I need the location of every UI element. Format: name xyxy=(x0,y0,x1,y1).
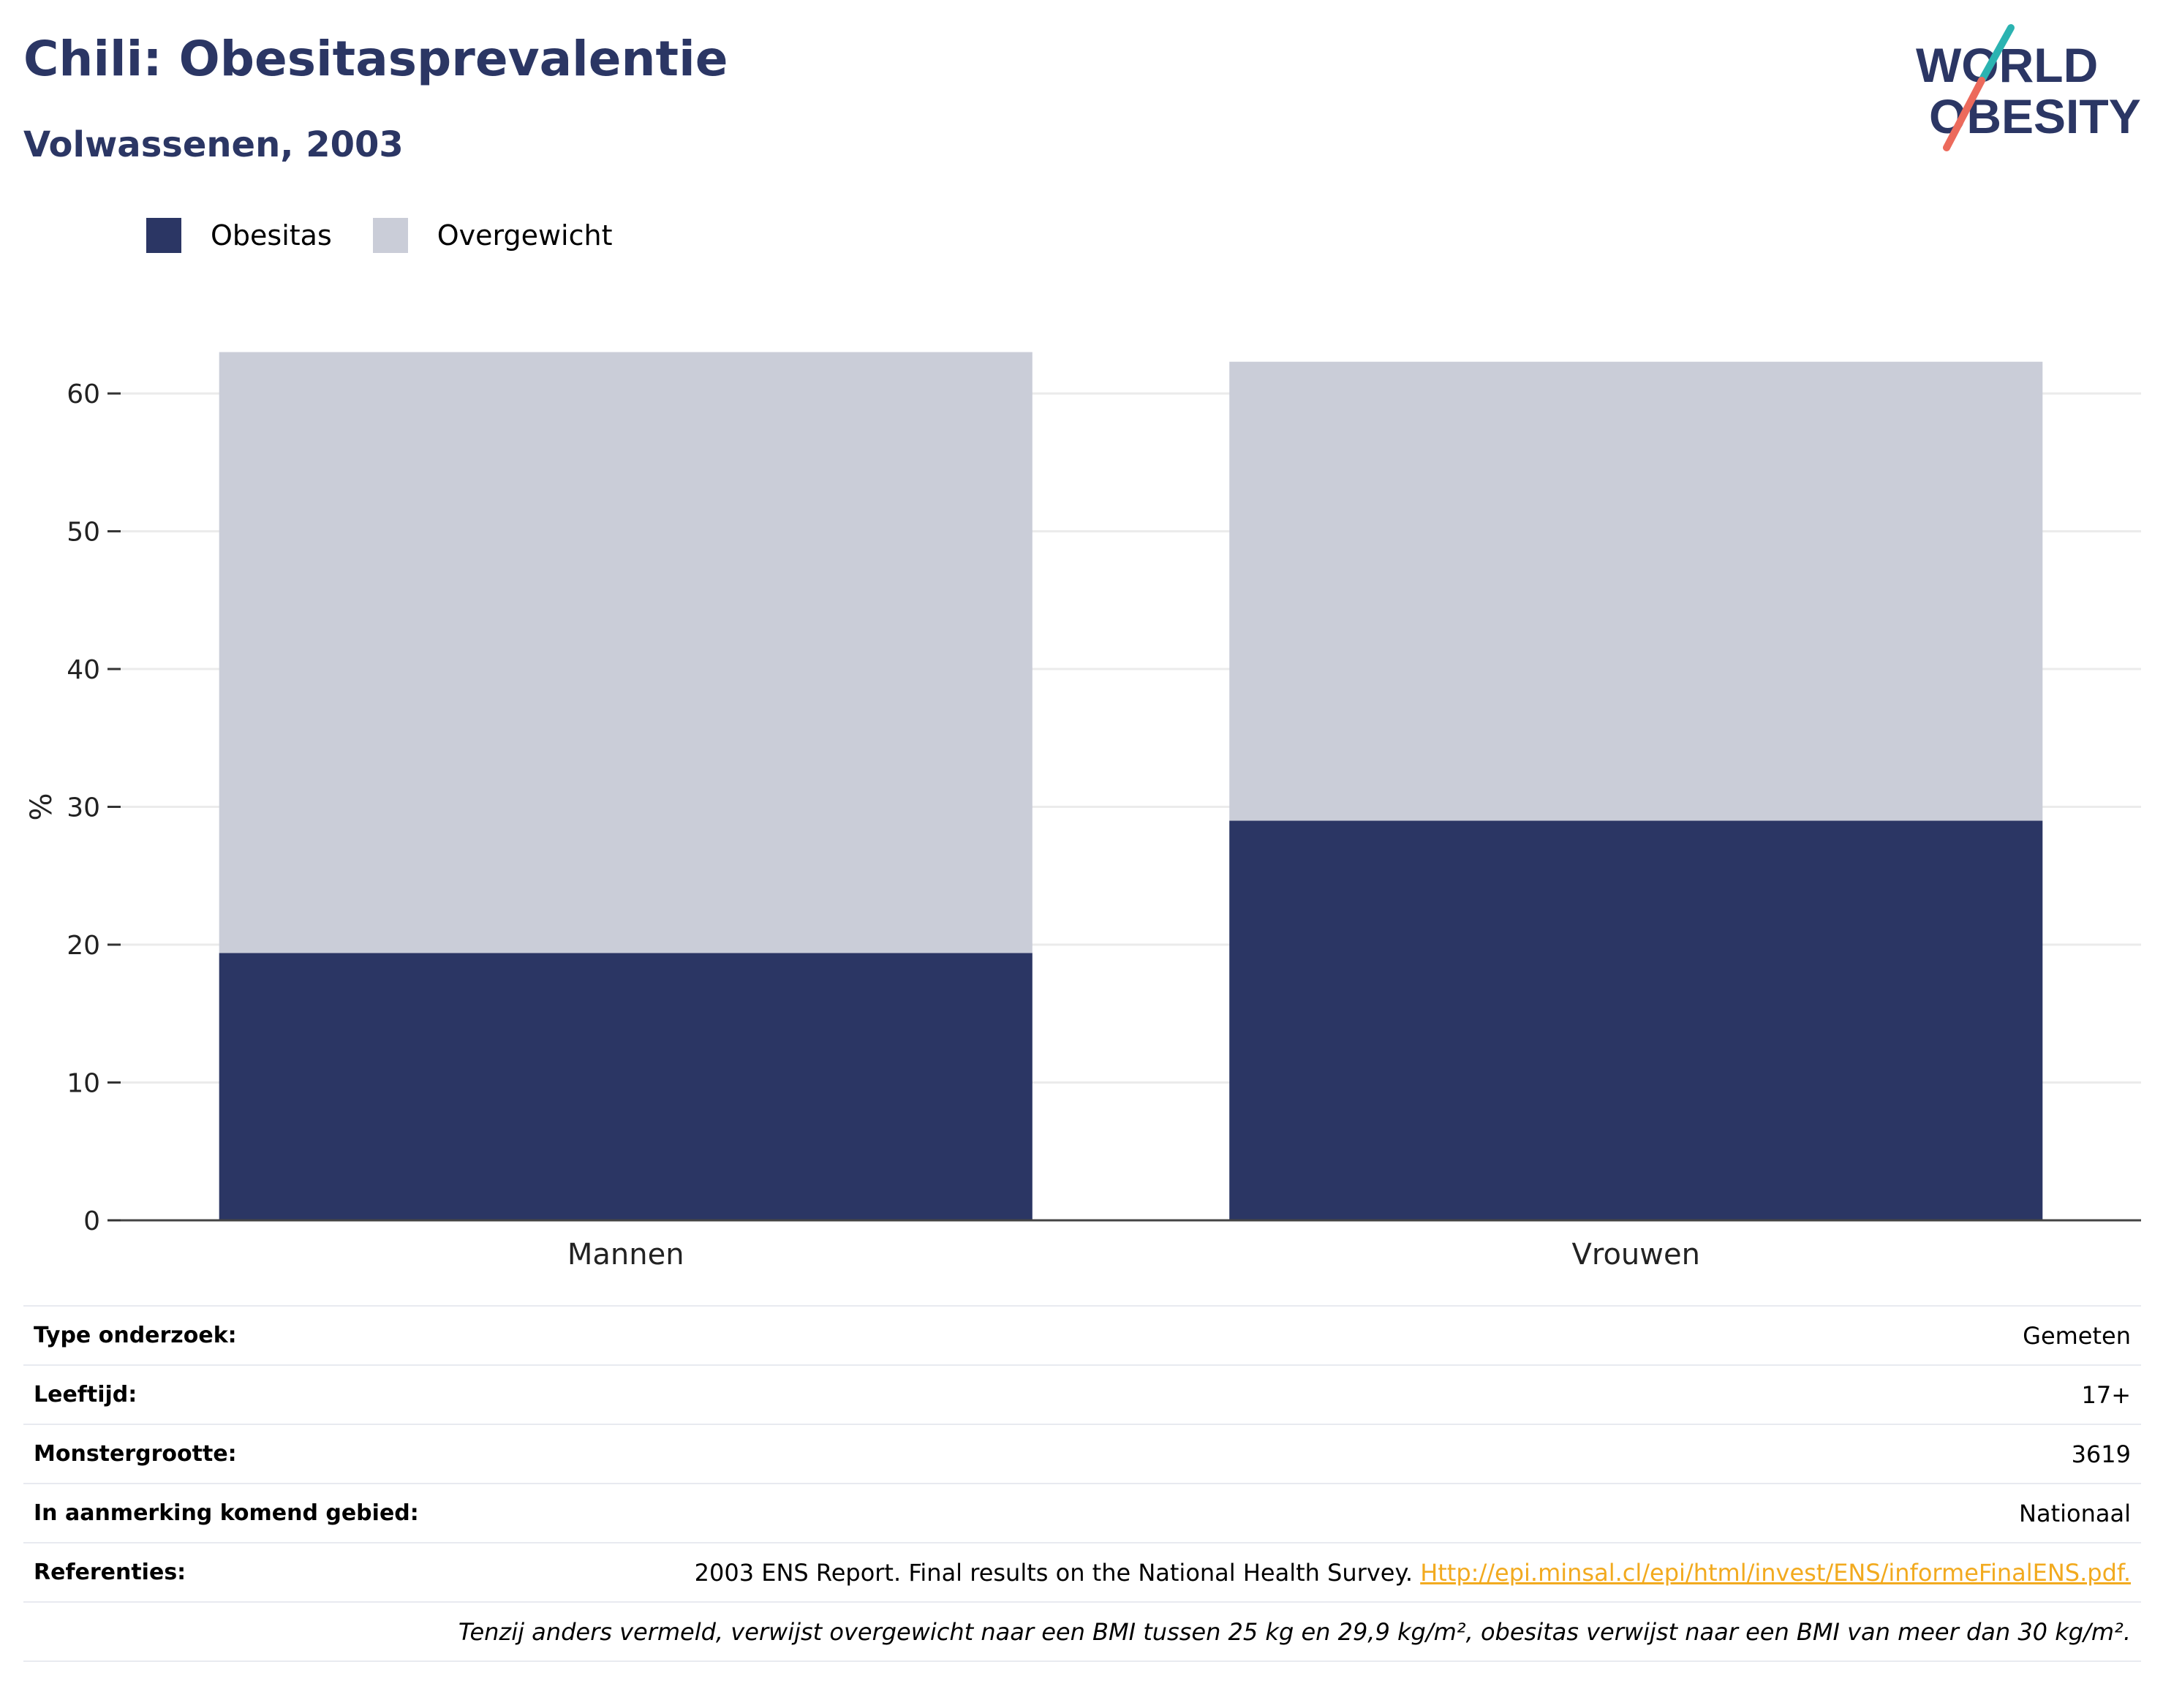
y-axis-label: % xyxy=(25,793,58,821)
bar-obesitas-mannen xyxy=(219,953,1033,1220)
info-value: 17+ xyxy=(2081,1380,2131,1409)
bar-overgewicht-mannen xyxy=(219,352,1033,953)
y-tick-label: 50 xyxy=(67,518,100,548)
reference-link[interactable]: Http://epi.minsal.cl/epi/html/invest/ENS… xyxy=(1420,1558,2131,1587)
x-tick-label: Vrouwen xyxy=(1572,1238,1700,1271)
info-row-sample-size: Monstergrootte: 3619 xyxy=(23,1424,2141,1484)
survey-info-table: Type onderzoek: Gemeten Leeftijd: 17+ Mo… xyxy=(23,1305,2141,1662)
legend-swatch-obesitas xyxy=(146,218,181,253)
y-tick-label: 40 xyxy=(67,655,100,685)
info-row-references: Referenties: 2003 ENS Report. Final resu… xyxy=(23,1543,2141,1602)
world-obesity-logo: WORLD OBESITY xyxy=(1916,24,2141,151)
info-label: In aanmerking komend gebied: xyxy=(34,1500,419,1526)
y-tick-label: 30 xyxy=(67,793,100,823)
definition-note: Tenzij anders vermeld, verwijst overgewi… xyxy=(458,1617,2131,1646)
info-row-note: Tenzij anders vermeld, verwijst overgewi… xyxy=(23,1602,2141,1661)
chart-subtitle: Volwassenen, 2003 xyxy=(23,124,404,165)
info-value: 3619 xyxy=(2071,1440,2131,1468)
chart-title: Chili: Obesitasprevalentie xyxy=(23,31,728,87)
legend-item-obesitas[interactable]: Obesitas xyxy=(146,218,332,253)
x-tick-label: Mannen xyxy=(567,1238,684,1271)
logo-slash-teal xyxy=(1978,24,2015,84)
y-tick-label: 0 xyxy=(83,1206,100,1236)
info-value-references: 2003 ENS Report. Final results on the Na… xyxy=(478,1543,2141,1602)
bar-obesitas-vrouwen xyxy=(1229,820,2043,1220)
bar-overgewicht-vrouwen xyxy=(1229,361,2043,821)
chart-legend: Obesitas Overgewicht xyxy=(146,218,654,253)
info-row-age: Leeftijd: 17+ xyxy=(23,1365,2141,1424)
logo-slash-coral xyxy=(1943,77,1985,151)
legend-swatch-overgewicht xyxy=(372,218,408,253)
legend-item-overgewicht[interactable]: Overgewicht xyxy=(372,218,613,253)
info-value: Nationaal xyxy=(2019,1499,2131,1527)
legend-label-obesitas: Obesitas xyxy=(211,219,332,252)
info-label: Monstergrootte: xyxy=(34,1441,237,1467)
info-row-type: Type onderzoek: Gemeten xyxy=(23,1306,2141,1365)
y-tick-label: 10 xyxy=(67,1069,100,1099)
stacked-bar-chart: 0 10 20 30 40 50 60% Mannen Vrouwen xyxy=(25,352,2141,1271)
legend-label-overgewicht: Overgewicht xyxy=(437,219,613,252)
logo-line1: WORLD xyxy=(1916,38,2098,92)
info-value: Gemeten xyxy=(2023,1321,2131,1350)
reference-text: 2003 ENS Report. Final results on the Na… xyxy=(694,1558,1421,1587)
info-label: Referenties: xyxy=(34,1560,186,1585)
y-tick-label: 20 xyxy=(67,931,100,961)
info-row-area: In aanmerking komend gebied: Nationaal xyxy=(23,1484,2141,1543)
y-tick-label: 60 xyxy=(67,379,100,409)
info-label: Leeftijd: xyxy=(34,1382,137,1407)
info-label: Type onderzoek: xyxy=(34,1323,237,1348)
